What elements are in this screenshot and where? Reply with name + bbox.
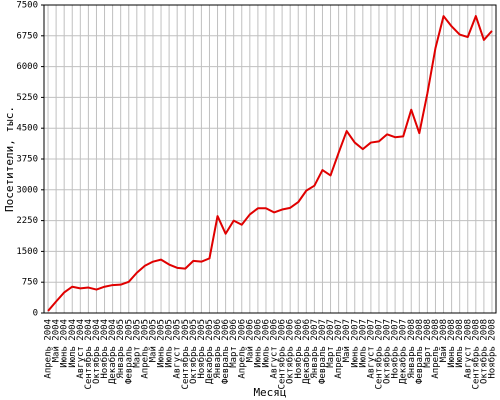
x-tick-label: Октябрь 2004 <box>91 319 102 384</box>
x-tick-label: Октябрь 2008 <box>478 319 489 384</box>
x-tick-label: Декабрь 2007 <box>398 319 409 384</box>
x-tick-label: Февраль 2007 <box>318 319 328 384</box>
x-tick-label: Август 2006 <box>270 319 280 379</box>
y-axis-title: Посетители, тыс. <box>3 106 16 212</box>
x-tick-label: Декабрь 2005 <box>204 319 215 384</box>
x-tick-label: Январь 2006 <box>213 319 223 379</box>
y-tick-label: 7500 <box>16 1 38 11</box>
x-tick-label: Май 2004 <box>52 319 62 362</box>
x-tick-label: Сентябрь 2008 <box>470 319 481 389</box>
x-tick-label: Март 2007 <box>326 319 336 368</box>
x-tick-label: Апрель 2006 <box>237 319 247 379</box>
x-tick-label: Июль 2006 <box>261 319 271 368</box>
x-tick-label: Апрель 2005 <box>140 319 150 379</box>
x-tick-label: Апрель 2004 <box>44 319 54 379</box>
x-axis-title: Месяц <box>253 386 286 399</box>
y-tick-label: 750 <box>22 278 38 288</box>
y-tick-label: 1500 <box>16 247 38 257</box>
x-tick-label: Июль 2004 <box>68 319 78 368</box>
x-tick-label: Март 2008 <box>423 319 433 368</box>
x-tick-label: Июль 2005 <box>165 319 175 368</box>
x-tick-label: Май 2007 <box>342 319 352 362</box>
x-tick-label: Май 2005 <box>148 319 158 362</box>
y-tick-label: 2250 <box>16 216 38 226</box>
x-tick-label: Март 2006 <box>229 319 239 368</box>
x-tick-label: Сентябрь 2005 <box>180 319 191 389</box>
x-tick-label: Июнь 2005 <box>157 319 167 368</box>
x-tick-label: Октябрь 2006 <box>285 319 296 384</box>
plot-border <box>43 4 497 314</box>
x-tick-label: Август 2005 <box>173 319 183 379</box>
x-tick-label: Июнь 2007 <box>350 319 360 368</box>
y-tick-label: 3000 <box>16 185 38 195</box>
y-tick-label: 0 <box>33 309 38 319</box>
line <box>47 15 493 312</box>
y-tick-label: 6000 <box>16 62 38 72</box>
y-tick-label: 6750 <box>16 31 38 41</box>
x-tick-label: Декабрь 2004 <box>107 319 118 384</box>
x-tick-label: Январь 2005 <box>116 319 126 379</box>
x-tick-label: Ноябрь 2006 <box>293 319 304 379</box>
x-tick-label: Сентябрь 2007 <box>373 319 384 389</box>
x-tick-label: Июль 2007 <box>358 319 368 368</box>
x-tick-label: Сентябрь 2004 <box>83 319 94 389</box>
x-tick-label: Август 2007 <box>366 319 376 379</box>
x-tick-label: Июль 2008 <box>455 319 465 368</box>
x-tick-label: Январь 2007 <box>310 319 320 379</box>
x-tick-label: Сентябрь 2006 <box>277 319 288 389</box>
x-tick-label: Апрель 2007 <box>334 319 344 379</box>
x-tick-label: Май 2006 <box>245 319 255 362</box>
x-tick-label: Июнь 2006 <box>253 319 263 368</box>
x-tick-label: Октябрь 2007 <box>382 319 393 384</box>
x-tick-label: Февраль 2008 <box>415 319 425 384</box>
x-tick-label: Ноябрь 2007 <box>390 319 401 379</box>
x-tick-label: Февраль 2006 <box>221 319 231 384</box>
x-tick-label: Ноябрь 2008 <box>486 319 497 379</box>
x-tick-label: Июнь 2004 <box>60 319 70 368</box>
x-tick-label: Июнь 2008 <box>447 319 457 368</box>
x-tick-label: Февраль 2005 <box>124 319 134 384</box>
y-tick-label: 4500 <box>16 124 38 134</box>
x-tick-label: Август 2008 <box>463 319 473 379</box>
x-tick-label: Апрель 2008 <box>431 319 441 379</box>
x-tick-label: Ноябрь 2005 <box>196 319 207 379</box>
x-tick-label: Март 2005 <box>132 319 142 368</box>
x-tick-label: Май 2008 <box>439 319 449 362</box>
y-tick-label: 5250 <box>16 93 38 103</box>
x-tick-label: Декабрь 2006 <box>301 319 312 384</box>
y-tick-label: 3750 <box>16 155 38 165</box>
x-tick-label: Август 2004 <box>76 319 86 379</box>
x-tick-label: Ноябрь 2004 <box>99 319 110 379</box>
x-tick-label: Январь 2008 <box>407 319 417 379</box>
x-tick-label: Октябрь 2005 <box>188 319 199 384</box>
